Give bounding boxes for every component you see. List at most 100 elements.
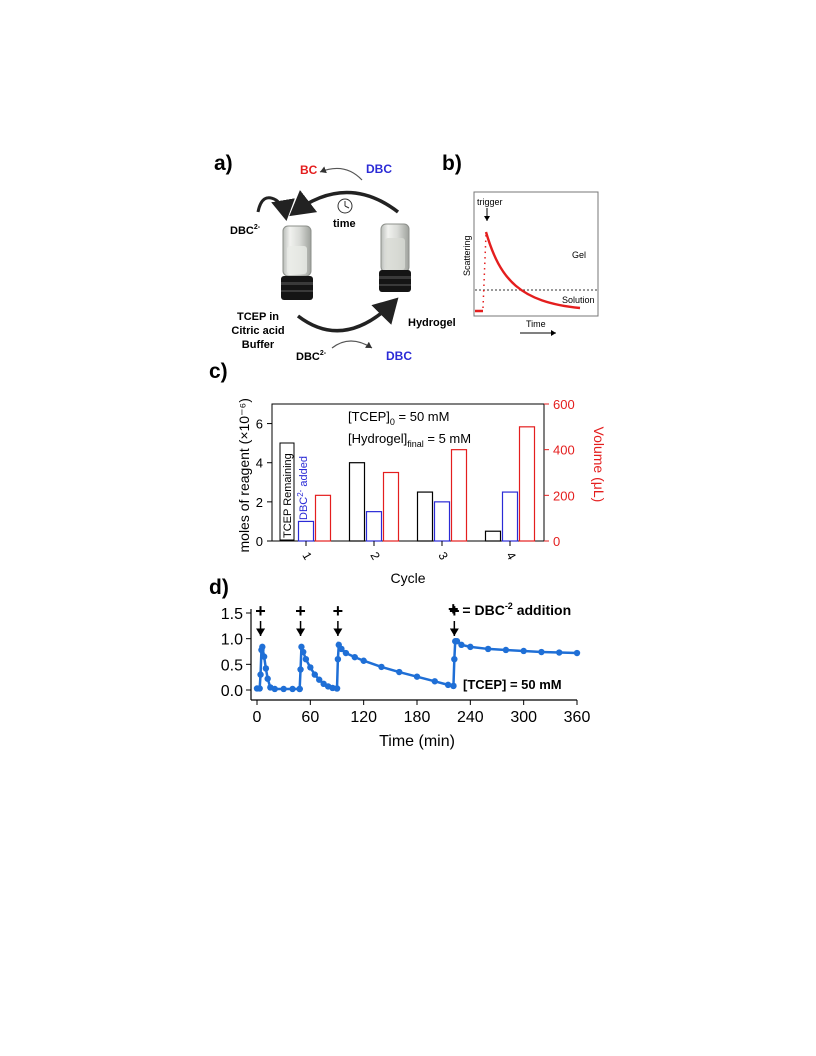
dbc-bottom-label: DBC (386, 349, 412, 363)
dbc2-left-sup: 2- (254, 224, 261, 231)
data-point (296, 685, 303, 693)
top-cycle-arrow (289, 190, 400, 217)
hydrogel-label: Hydrogel (408, 317, 456, 329)
data-point (484, 645, 492, 653)
vial-hydrogel (379, 223, 411, 292)
bar-dbc2-added-3 (433, 501, 451, 542)
addition-plus-icon: + (449, 601, 460, 621)
x-tick-label: 360 (564, 709, 591, 726)
data-point (450, 682, 457, 690)
panel-b-label: b) (442, 152, 462, 175)
data-point (259, 643, 266, 651)
bar-dbc2-added-2 (365, 511, 383, 542)
x-tick-label: 120 (350, 709, 377, 726)
annot1-main: [TCEP] (348, 409, 390, 424)
scattering-label: Scattering (462, 235, 472, 276)
data-point (311, 671, 318, 678)
data-point (573, 649, 581, 657)
svg-text:[TCEP]0 = 50 mM: [TCEP]0 = 50 mM (348, 409, 449, 427)
data-point (302, 656, 310, 663)
data-point (342, 649, 350, 657)
legend-addition-sup: -2 (505, 601, 513, 611)
data-point (338, 645, 345, 653)
data-point (502, 646, 510, 654)
y-tick-label: 0.0 (221, 683, 243, 700)
plot-frame (271, 403, 545, 542)
x-axis-label: Cycle (390, 570, 425, 586)
y-axis-label: moles of reagent (×10⁻⁶) (236, 398, 252, 552)
data-point (297, 666, 304, 673)
x-tick-label: 0 (253, 709, 262, 726)
annot1-rest: = 50 mM (395, 409, 450, 424)
data-point (289, 685, 296, 693)
annot2-main: [Hydrogel] (348, 431, 407, 446)
rise-dots (482, 233, 487, 309)
bar-volume-3 (450, 449, 468, 542)
dbc2-bottom-sup: 2- (320, 350, 327, 357)
data-point (262, 665, 270, 672)
bar-tcep-remaining-2 (348, 462, 366, 542)
y2-axis-label: Volume (μL) (591, 427, 607, 503)
data-point (334, 656, 342, 663)
data-point (538, 648, 545, 656)
bottom-cycle-arrow (296, 297, 399, 333)
gel-label: Gel (572, 250, 586, 260)
data-point (264, 675, 271, 682)
legend-dbc-label: DBC (298, 497, 310, 520)
y-tick-label: 6 (256, 417, 263, 432)
y-tick-label: 4 (256, 456, 263, 471)
data-point (280, 685, 287, 693)
bar-volume-2 (382, 471, 400, 542)
addition-plus-icon: + (255, 601, 266, 621)
time-label: time (333, 218, 356, 230)
data-point (444, 681, 452, 689)
clock-icon (337, 198, 353, 214)
data-point (256, 685, 263, 692)
dbc2-left-arrow (256, 196, 295, 221)
solution-label: Solution (562, 295, 595, 305)
x-tick-label: 3 (435, 550, 451, 563)
bar-dbc2-added-4 (501, 491, 519, 542)
legend-plus-icon: + (448, 599, 459, 619)
data-point (431, 678, 438, 685)
scattering-curve (475, 231, 581, 313)
y2-tick-label: 200 (553, 488, 575, 503)
x-tick-label: 1 (299, 550, 315, 563)
legend-dbc-rest: added (298, 456, 310, 490)
tcep-concentration-label: [TCEP] = 50 mM (463, 677, 562, 692)
panel-b: b) trigger Scattering Gel Solution Time (442, 152, 599, 336)
tcep-line3: Buffer (242, 339, 275, 351)
y-tick-label: 1.0 (221, 632, 243, 649)
annot2-rest: = 5 mM (424, 431, 471, 446)
x-axis-label: Time (min) (379, 733, 455, 750)
legend-addition-rest: addition (513, 602, 571, 618)
svg-text:DBC2- added: DBC2- added (296, 456, 310, 520)
legend-addition-label: = DBC (459, 602, 505, 618)
tcep-line2: Citric acid (231, 325, 284, 337)
panel-c-label: c) (209, 360, 228, 383)
annot1-sub: 0 (390, 417, 395, 427)
y2-tick-label: 600 (553, 397, 575, 412)
panel-c: c) 1 2 3 4 0 2 4 6 0 200 400 600 moles of reagent (×… (209, 360, 607, 586)
data-point (467, 643, 474, 651)
bar-tcep-remaining-4 (484, 530, 502, 542)
data-point (316, 676, 323, 683)
dbc-to-bc-arrow (319, 166, 363, 181)
y2-tick-label: 0 (553, 534, 560, 549)
y-tick-label: 2 (256, 495, 263, 510)
y-tick-label: 0 (256, 534, 263, 549)
data-point (453, 638, 461, 645)
data-point (298, 643, 305, 651)
data-point (300, 648, 307, 656)
bar-tcep-remaining-3 (416, 491, 434, 542)
dbc2-bottom-label: DBC (296, 351, 320, 363)
y2-tick-label: 400 (553, 443, 575, 458)
addition-plus-icon: + (295, 601, 306, 621)
line-chart: 0 60 120 180 240 300 360 0.0 0.5 1.0 1.5 Time (min)… (221, 601, 591, 750)
bar-volume-4 (518, 426, 536, 542)
data-point (413, 673, 421, 680)
bar-chart: 1 2 3 4 0 2 4 6 0 200 400 600 moles of reagent (×10⁻… (236, 397, 607, 586)
svg-text:[Hydrogel]final = 5 mM: [Hydrogel]final = 5 mM (348, 431, 471, 449)
y-tick-label: 1.5 (221, 606, 243, 623)
